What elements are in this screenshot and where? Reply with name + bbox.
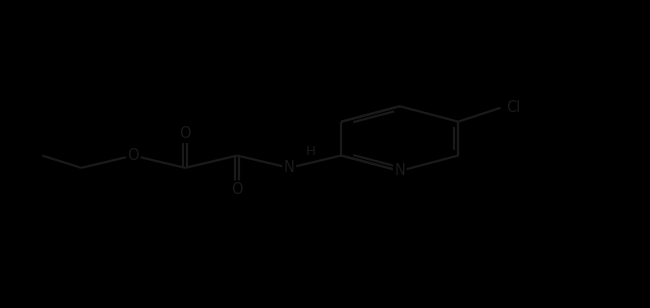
Text: N: N (284, 160, 294, 175)
Text: O: O (231, 182, 243, 197)
Text: Cl: Cl (506, 100, 520, 115)
Text: O: O (179, 127, 191, 141)
Text: H: H (306, 145, 315, 158)
Text: N: N (395, 164, 405, 178)
Text: O: O (127, 148, 139, 163)
